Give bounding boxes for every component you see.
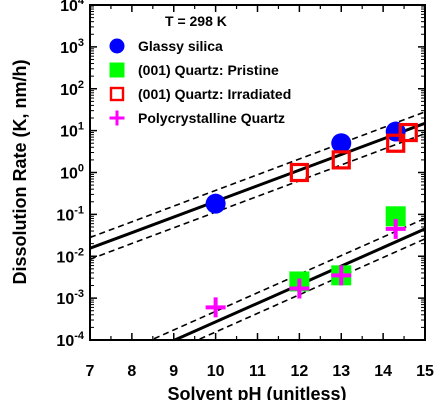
legend-marker-0 <box>109 38 125 54</box>
y-tick-label: 101 <box>60 121 84 141</box>
series-1-point-2 <box>385 206 406 227</box>
series-3-point-2 <box>331 265 352 286</box>
data-markers <box>205 121 418 318</box>
fit-line-3 <box>171 227 425 340</box>
x-tick-label: 9 <box>169 363 178 380</box>
y-tick-label: 104 <box>60 0 85 15</box>
y-tick-label: 10-1 <box>56 204 84 224</box>
y-tick-label: 10-3 <box>56 288 84 308</box>
y-tick-label: 102 <box>60 79 84 99</box>
series-2-point-2 <box>386 133 406 153</box>
x-tick-label: 8 <box>127 363 136 380</box>
x-tick-label: 11 <box>249 363 266 380</box>
legend-label-0: Glassy silica <box>138 38 223 54</box>
series-2-point-1 <box>331 150 351 170</box>
confidence-line-5 <box>149 217 425 340</box>
x-axis-title: Solvent pH (unitless) <box>167 384 346 400</box>
y-tick-label: 10-2 <box>56 246 84 266</box>
series-0-point-0 <box>205 193 226 214</box>
y-tick-label: 103 <box>60 37 84 57</box>
series-3-point-1 <box>289 278 310 299</box>
x-tick-labels: 7 8 9 10 11 12 13 14 15 <box>86 363 434 380</box>
fit-line-0 <box>90 121 425 250</box>
series-2-point-3 <box>398 122 418 143</box>
confidence-line-2 <box>90 111 425 239</box>
x-tick-label: 13 <box>332 363 350 380</box>
x-tick-label: 10 <box>207 363 225 380</box>
series-3-point-0 <box>205 297 226 318</box>
y-tick-label: 10-4 <box>56 330 84 350</box>
y-tick-labels: 10-4 10-3 10-2 10-1 100 101 102 103 104 <box>56 0 84 350</box>
series-0-point-1 <box>331 133 352 154</box>
legend-label-2: (001) Quartz: Irradiated <box>138 86 291 102</box>
legend-label-1: (001) Quartz: Pristine <box>138 62 279 78</box>
confidence-line-4 <box>195 238 425 340</box>
series-3-point-3 <box>385 218 406 239</box>
legend-marker-2 <box>109 86 125 102</box>
x-tick-label: 7 <box>86 363 95 380</box>
y-axis-title: Dissolution Rate (K, nm/h) <box>10 59 30 284</box>
legend-label-3: Polycrystalline Quartz <box>138 110 285 126</box>
axis-ticks <box>89 4 426 341</box>
x-tick-label: 14 <box>374 363 392 380</box>
temperature-annotation: T = 298 K <box>165 13 227 29</box>
y-tick-label: 100 <box>60 163 84 183</box>
legend: Glassy silica (001) Quartz: Pristine (001)… <box>109 38 291 126</box>
fit-lines <box>90 111 425 340</box>
legend-marker-3 <box>109 110 125 126</box>
series-2-point-0 <box>289 162 309 183</box>
plot-frame <box>89 4 426 341</box>
legend-marker-1 <box>109 62 125 78</box>
x-tick-label: 15 <box>416 363 434 380</box>
x-tick-label: 12 <box>290 363 308 380</box>
